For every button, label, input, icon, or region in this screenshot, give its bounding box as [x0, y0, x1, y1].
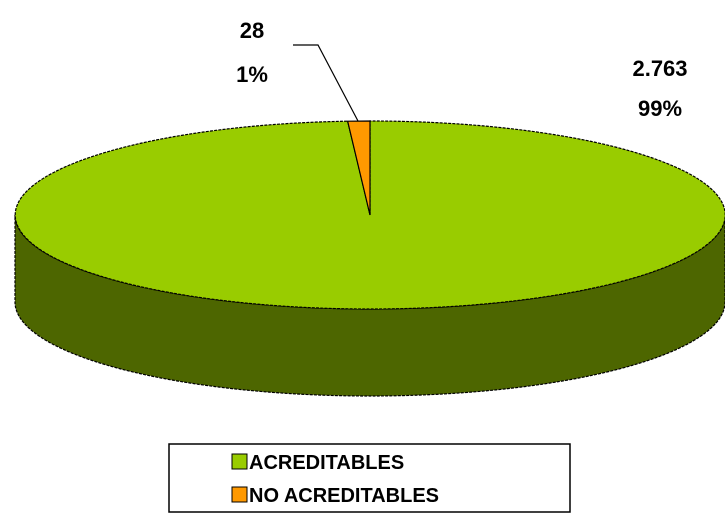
leader-line-no-acreditables: [293, 44, 359, 122]
legend-label-no-acreditables: NO ACREDITABLES: [249, 485, 439, 507]
pie-slice-no-acreditables: [346, 120, 371, 216]
value-label-acreditables: 2.763: [632, 56, 687, 81]
legend-swatch-no-acreditables: [231, 486, 248, 503]
percent-label-acreditables: 99%: [638, 96, 682, 121]
legend: ACREDITABLES NO ACREDITABLES: [168, 443, 571, 513]
percent-label-no-acreditables: 1%: [236, 62, 268, 87]
value-label-no-acreditables: 28: [240, 18, 264, 43]
pie-side-acreditables: [14, 214, 725, 397]
legend-swatch-acreditables: [231, 453, 248, 470]
legend-label-acreditables: ACREDITABLES: [249, 452, 404, 474]
